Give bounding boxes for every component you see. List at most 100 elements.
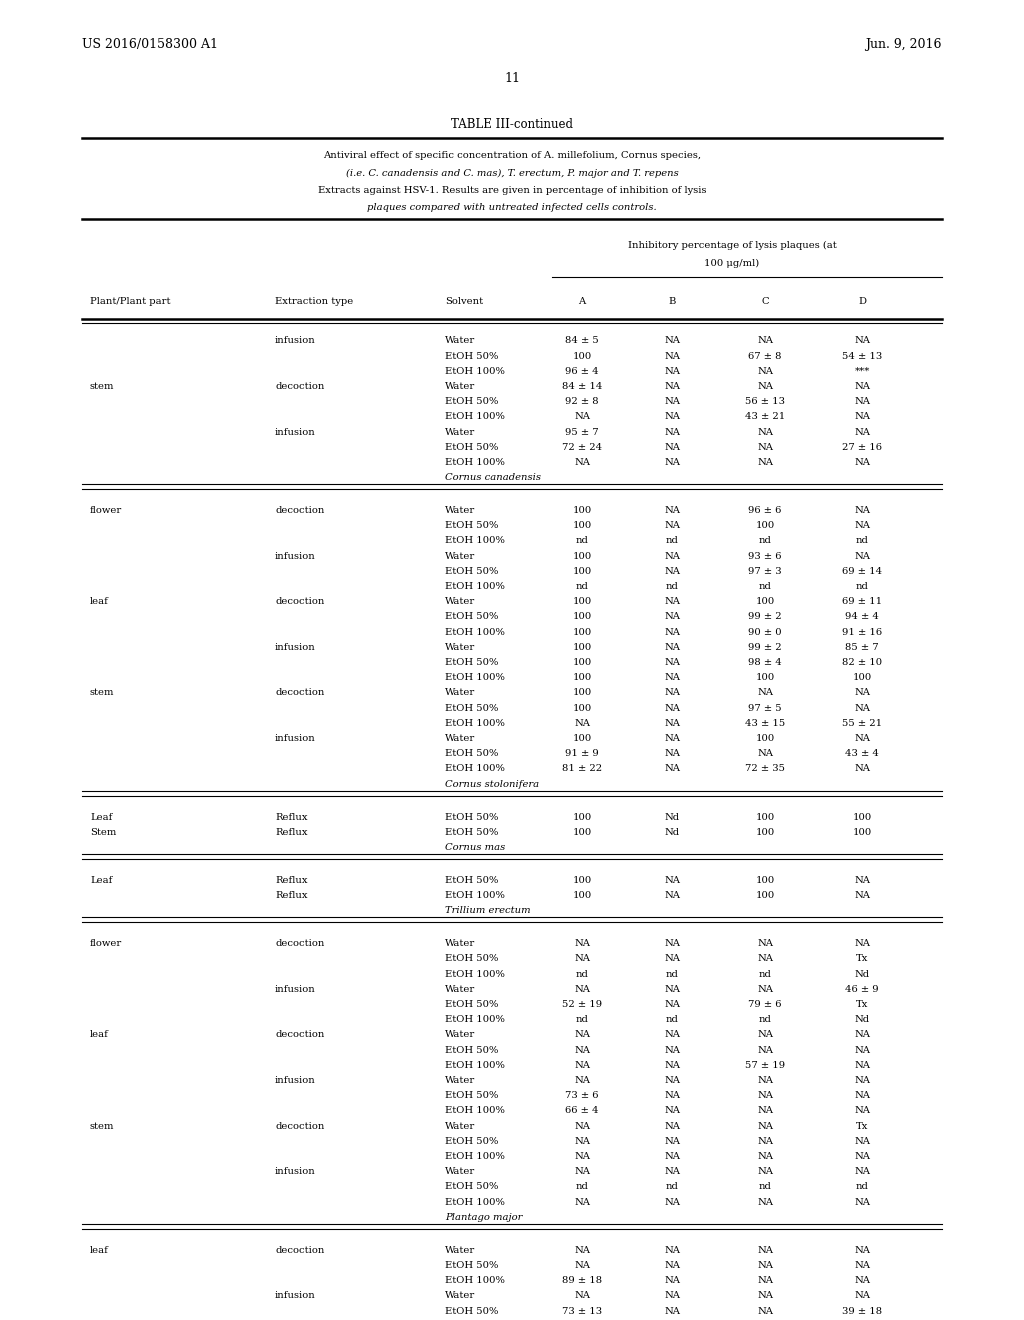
Text: 46 ± 9: 46 ± 9 [845, 985, 879, 994]
Text: nd: nd [759, 582, 771, 591]
Text: 100: 100 [572, 673, 592, 682]
Text: NA: NA [854, 1152, 870, 1162]
Text: NA: NA [757, 1076, 773, 1085]
Text: NA: NA [757, 1137, 773, 1146]
Text: NA: NA [757, 1106, 773, 1115]
Text: decoction: decoction [275, 506, 325, 515]
Text: nd: nd [575, 582, 589, 591]
Text: 100: 100 [572, 813, 592, 821]
Text: stem: stem [90, 689, 115, 697]
Text: NA: NA [664, 351, 680, 360]
Text: NA: NA [757, 1152, 773, 1162]
Text: Reflux: Reflux [275, 891, 307, 900]
Text: 97 ± 5: 97 ± 5 [749, 704, 781, 713]
Text: EtOH 100%: EtOH 100% [445, 1152, 505, 1162]
Text: NA: NA [854, 940, 870, 948]
Text: Water: Water [445, 1076, 475, 1085]
Text: 96 ± 4: 96 ± 4 [565, 367, 599, 376]
Text: Nd: Nd [854, 1015, 869, 1024]
Text: 72 ± 35: 72 ± 35 [745, 764, 785, 774]
Text: nd: nd [856, 582, 868, 591]
Text: 66 ± 4: 66 ± 4 [565, 1106, 599, 1115]
Text: 100: 100 [572, 689, 592, 697]
Text: EtOH 100%: EtOH 100% [445, 891, 505, 900]
Text: A: A [579, 297, 586, 306]
Text: Water: Water [445, 552, 475, 561]
Text: EtOH 100%: EtOH 100% [445, 1061, 505, 1069]
Text: nd: nd [666, 1015, 679, 1024]
Text: NA: NA [854, 1261, 870, 1270]
Text: ***: *** [854, 367, 869, 376]
Text: stem: stem [90, 1122, 115, 1131]
Text: decoction: decoction [275, 1246, 325, 1255]
Text: NA: NA [664, 764, 680, 774]
Text: NA: NA [574, 719, 590, 727]
Text: 67 ± 8: 67 ± 8 [749, 351, 781, 360]
Text: 43 ± 15: 43 ± 15 [744, 719, 785, 727]
Text: EtOH 50%: EtOH 50% [445, 521, 499, 531]
Text: 98 ± 4: 98 ± 4 [749, 659, 782, 667]
Text: NA: NA [757, 954, 773, 964]
Text: NA: NA [664, 506, 680, 515]
Text: Stem: Stem [90, 828, 117, 837]
Text: EtOH 100%: EtOH 100% [445, 412, 505, 421]
Text: NA: NA [757, 458, 773, 467]
Text: NA: NA [574, 1045, 590, 1055]
Text: infusion: infusion [275, 643, 315, 652]
Text: EtOH 50%: EtOH 50% [445, 750, 499, 758]
Text: 100: 100 [756, 828, 774, 837]
Text: NA: NA [664, 1291, 680, 1300]
Text: EtOH 50%: EtOH 50% [445, 1092, 499, 1101]
Text: NA: NA [854, 552, 870, 561]
Text: Leaf: Leaf [90, 876, 113, 884]
Text: EtOH 100%: EtOH 100% [445, 628, 505, 636]
Text: Cornus stolonifera: Cornus stolonifera [445, 780, 539, 788]
Text: NA: NA [574, 1076, 590, 1085]
Text: Solvent: Solvent [445, 297, 483, 306]
Text: Leaf: Leaf [90, 813, 113, 821]
Text: EtOH 100%: EtOH 100% [445, 582, 505, 591]
Text: NA: NA [664, 428, 680, 437]
Text: NA: NA [854, 1061, 870, 1069]
Text: NA: NA [854, 381, 870, 391]
Text: NA: NA [757, 1092, 773, 1101]
Text: EtOH 50%: EtOH 50% [445, 1261, 499, 1270]
Text: NA: NA [664, 1137, 680, 1146]
Text: NA: NA [664, 1246, 680, 1255]
Text: Inhibitory percentage of lysis plaques (at: Inhibitory percentage of lysis plaques (… [628, 242, 837, 249]
Text: NA: NA [664, 954, 680, 964]
Text: 100: 100 [572, 552, 592, 561]
Text: EtOH 50%: EtOH 50% [445, 828, 499, 837]
Text: 100 μg/ml): 100 μg/ml) [705, 259, 760, 268]
Text: 91 ± 16: 91 ± 16 [842, 628, 882, 636]
Text: NA: NA [854, 1092, 870, 1101]
Text: NA: NA [854, 689, 870, 697]
Text: NA: NA [854, 1106, 870, 1115]
Text: 100: 100 [572, 566, 592, 576]
Text: nd: nd [759, 536, 771, 545]
Text: nd: nd [575, 536, 589, 545]
Text: C: C [761, 297, 769, 306]
Text: Water: Water [445, 1122, 475, 1131]
Text: Tx: Tx [856, 1001, 868, 1008]
Text: Water: Water [445, 643, 475, 652]
Text: Cornus mas: Cornus mas [445, 843, 505, 851]
Text: Reflux: Reflux [275, 876, 307, 884]
Text: NA: NA [664, 689, 680, 697]
Text: EtOH 50%: EtOH 50% [445, 351, 499, 360]
Text: nd: nd [759, 1015, 771, 1024]
Text: NA: NA [757, 750, 773, 758]
Text: NA: NA [854, 891, 870, 900]
Text: EtOH 100%: EtOH 100% [445, 970, 505, 978]
Text: Water: Water [445, 940, 475, 948]
Text: EtOH 50%: EtOH 50% [445, 1137, 499, 1146]
Text: EtOH 100%: EtOH 100% [445, 1015, 505, 1024]
Text: EtOH 100%: EtOH 100% [445, 458, 505, 467]
Text: 100: 100 [756, 521, 774, 531]
Text: B: B [669, 297, 676, 306]
Text: US 2016/0158300 A1: US 2016/0158300 A1 [82, 38, 218, 51]
Text: NA: NA [664, 643, 680, 652]
Text: 100: 100 [572, 597, 592, 606]
Text: nd: nd [575, 1183, 589, 1192]
Text: 85 ± 7: 85 ± 7 [845, 643, 879, 652]
